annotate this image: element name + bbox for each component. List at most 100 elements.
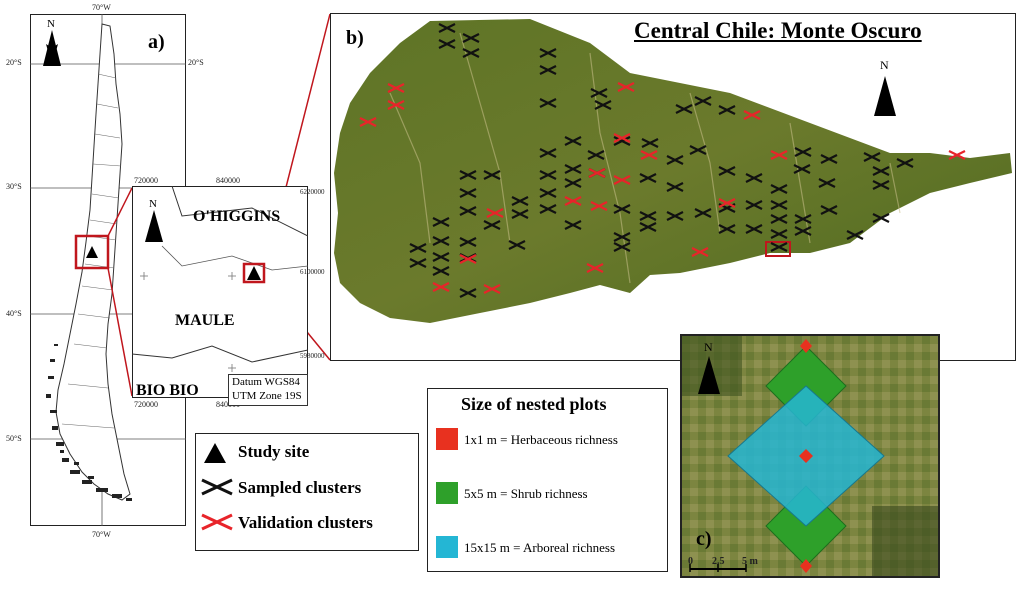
validation-cluster-marker-14 bbox=[718, 198, 736, 208]
panel-c-label: c) bbox=[696, 528, 712, 550]
sampled-cluster-marker-56 bbox=[432, 236, 450, 246]
sampled-cluster-marker-41 bbox=[459, 206, 477, 216]
lon-label-bottom: 70°W bbox=[92, 530, 111, 539]
panel-b-north-label: N bbox=[880, 58, 889, 72]
sampled-cluster-marker-10 bbox=[718, 105, 736, 115]
sampled-cluster-marker-69 bbox=[459, 237, 477, 247]
sampled-cluster-marker-59 bbox=[639, 222, 657, 232]
sampled-cluster-marker-40 bbox=[872, 180, 890, 190]
sampled-cluster-marker-71 bbox=[508, 240, 526, 250]
sampled-cluster-marker-17 bbox=[666, 155, 684, 165]
sampled-cluster-marker-61 bbox=[745, 224, 763, 234]
sampled-cluster-marker-30 bbox=[539, 188, 557, 198]
legend-study-site: Study site bbox=[238, 442, 310, 461]
sampled-cluster-marker-66 bbox=[409, 243, 427, 253]
sampled-cluster-marker-53 bbox=[820, 205, 838, 215]
validation-cluster-marker-19 bbox=[483, 284, 501, 294]
sampled-cluster-marker-64 bbox=[846, 230, 864, 240]
legend-validation-icon bbox=[201, 513, 233, 531]
sampled-cluster-marker-5 bbox=[539, 65, 557, 75]
legend-sampled-icon bbox=[201, 478, 233, 496]
sampled-cluster-marker-2 bbox=[438, 39, 456, 49]
datum-box: Datum WGS84 UTM Zone 19S bbox=[228, 374, 308, 406]
validation-cluster-marker-11 bbox=[564, 196, 582, 206]
scale-label-0: 0 bbox=[688, 556, 693, 567]
north-arrow-a-label: N bbox=[47, 18, 55, 30]
sampled-cluster-marker-51 bbox=[770, 214, 788, 224]
sampled-cluster-marker-62 bbox=[770, 229, 788, 239]
sampled-cluster-marker-49 bbox=[745, 200, 763, 210]
sampled-cluster-marker-63 bbox=[794, 226, 812, 236]
sampled-cluster-marker-25 bbox=[539, 170, 557, 180]
sampled-cluster-marker-37 bbox=[793, 164, 811, 174]
sampled-cluster-marker-33 bbox=[666, 182, 684, 192]
sampled-cluster-marker-13 bbox=[613, 136, 631, 146]
sampled-cluster-marker-12 bbox=[564, 136, 582, 146]
sampled-cluster-marker-32 bbox=[639, 173, 657, 183]
sampled-cluster-marker-35 bbox=[745, 173, 763, 183]
sampled-cluster-marker-20 bbox=[820, 154, 838, 164]
validation-cluster-marker-16 bbox=[586, 263, 604, 273]
sampled-cluster-marker-15 bbox=[587, 150, 605, 160]
inset-x-tick-bottom-1: 720000 bbox=[134, 400, 158, 409]
sampled-cluster-marker-74 bbox=[432, 266, 450, 276]
sampled-cluster-marker-4 bbox=[539, 48, 557, 58]
sampled-cluster-marker-7 bbox=[539, 98, 557, 108]
sampled-cluster-marker-65 bbox=[872, 213, 890, 223]
legend-triangle-icon bbox=[204, 443, 226, 463]
sampled-cluster-marker-26 bbox=[564, 164, 582, 174]
sampled-cluster-marker-57 bbox=[564, 220, 582, 230]
sampled-cluster-marker-39 bbox=[872, 166, 890, 176]
lat-label-20-right: 20°S bbox=[188, 58, 204, 67]
validation-cluster-marker-15 bbox=[459, 254, 477, 264]
north-arrow-a-icon bbox=[43, 30, 61, 66]
legend-swatch-herb bbox=[436, 428, 458, 450]
inset-x-tick-top-1: 720000 bbox=[134, 176, 158, 185]
sampled-cluster-marker-36 bbox=[770, 184, 788, 194]
inset-x-tick-top-2: 840000 bbox=[216, 176, 240, 185]
validation-cluster-marker-8 bbox=[948, 150, 966, 160]
sampled-cluster-marker-3 bbox=[462, 48, 480, 58]
region-ohiggins: O'HIGGINS bbox=[193, 208, 281, 225]
datum-line-2: UTM Zone 19S bbox=[232, 390, 302, 402]
validation-cluster-marker-10 bbox=[613, 175, 631, 185]
sampled-cluster-marker-8 bbox=[594, 100, 612, 110]
panel-b-title: Central Chile: Monte Oscuro bbox=[634, 18, 922, 43]
sampled-cluster-marker-9 bbox=[694, 96, 712, 106]
legend-plots-title: Size of nested plots bbox=[461, 394, 607, 414]
validation-cluster-marker-7 bbox=[770, 150, 788, 160]
panel-a-label: a) bbox=[148, 31, 165, 53]
legend-plots-frame bbox=[427, 388, 668, 572]
scale-label-2-5: 2.5 bbox=[712, 556, 725, 567]
legend-sampled: Sampled clusters bbox=[238, 478, 362, 497]
panel-b-label: b) bbox=[346, 27, 364, 49]
inset-y-tick-1: 6220000 bbox=[300, 188, 325, 196]
validation-cluster-marker-9 bbox=[588, 168, 606, 178]
validation-cluster-marker-0 bbox=[387, 83, 405, 93]
validation-cluster-marker-4 bbox=[743, 110, 761, 120]
sampled-cluster-marker-1 bbox=[462, 33, 480, 43]
validation-cluster-marker-5 bbox=[613, 133, 631, 143]
inset-y-tick-2: 6100000 bbox=[300, 268, 325, 276]
sampled-cluster-marker-43 bbox=[539, 204, 557, 214]
sampled-cluster-marker-28 bbox=[459, 188, 477, 198]
validation-cluster-marker-18 bbox=[432, 282, 450, 292]
lat-label-30: 30°S bbox=[6, 182, 22, 191]
datum-line-1: Datum WGS84 bbox=[232, 376, 300, 388]
sampled-cluster-marker-19 bbox=[794, 147, 812, 157]
inset-north-label: N bbox=[149, 198, 157, 210]
validation-cluster-marker-3 bbox=[617, 82, 635, 92]
legend-herb-label: 1x1 m = Herbaceous richness bbox=[464, 432, 618, 447]
sampled-cluster-marker-68 bbox=[432, 252, 450, 262]
region-biobio: BIO BIO bbox=[136, 382, 199, 399]
panel-c-north-label: N bbox=[704, 340, 713, 354]
lat-label-20: 20°S bbox=[6, 58, 22, 67]
inset-north-arrow-icon bbox=[145, 210, 163, 242]
sampled-cluster-marker-44 bbox=[613, 204, 631, 214]
sampled-cluster-marker-14 bbox=[539, 148, 557, 158]
inset-map bbox=[132, 186, 308, 372]
sampled-cluster-marker-38 bbox=[818, 178, 836, 188]
sampled-cluster-marker-21 bbox=[863, 152, 881, 162]
sampled-cluster-marker-54 bbox=[432, 217, 450, 227]
